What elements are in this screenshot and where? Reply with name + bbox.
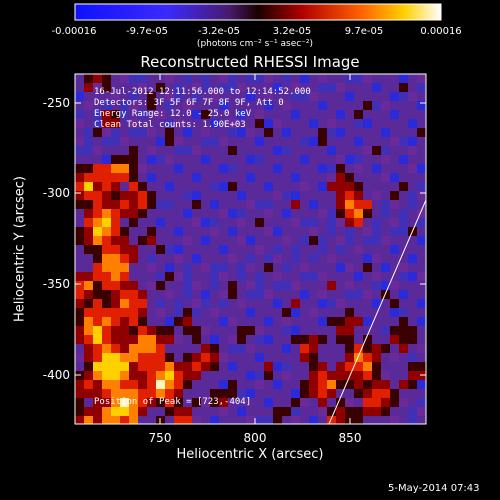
solar-limb-line (328, 199, 426, 424)
plot-frame (74, 73, 427, 425)
x-tick-label: 750 (148, 431, 172, 445)
colorbar-tick: 3.2e-05 (272, 26, 312, 37)
plot-title: Reconstructed RHESSI Image (140, 53, 360, 71)
colorbar-unit-label: (photons cm⁻² s⁻¹ asec⁻²) (196, 39, 314, 49)
x-tick-label: 800 (243, 431, 267, 445)
y-tick-label: -300 (42, 186, 70, 200)
info-line-time: 16-Jul-2012 12:11:56.000 to 12:14:52.000 (94, 87, 311, 97)
info-line-energy: Energy Range: 12.0 - 25.0 keV (94, 109, 252, 119)
colorbar (74, 3, 442, 21)
footer-date: 5-May-2014 07:43 (388, 483, 480, 494)
info-line-clean: Clean Total counts: 1.90E+03 (94, 120, 246, 130)
y-tick-label: -250 (42, 96, 70, 110)
colorbar-tick: -3.2e-05 (198, 26, 240, 37)
colorbar-tick: 9.7e-05 (344, 26, 384, 37)
y-axis-label: Heliocentric Y (arcsec) (12, 176, 28, 322)
x-axis-label: Heliocentric X (arcsec) (176, 447, 324, 462)
y-tick-label: -350 (42, 277, 70, 291)
colorbar-tick: 0.00016 (420, 26, 462, 37)
colorbar-tick: -0.00016 (51, 26, 97, 37)
x-tick-label: 850 (338, 431, 362, 445)
colorbar-tick: -9.7e-05 (126, 26, 168, 37)
image-map (75, 74, 426, 424)
y-tick-label: -400 (42, 368, 70, 382)
info-line-detectors: Detectors: 3F 5F 6F 7F 8F 9F, Att 0 (94, 98, 284, 108)
peak-position-label: Position of Peak = [723,-404] (94, 397, 252, 407)
